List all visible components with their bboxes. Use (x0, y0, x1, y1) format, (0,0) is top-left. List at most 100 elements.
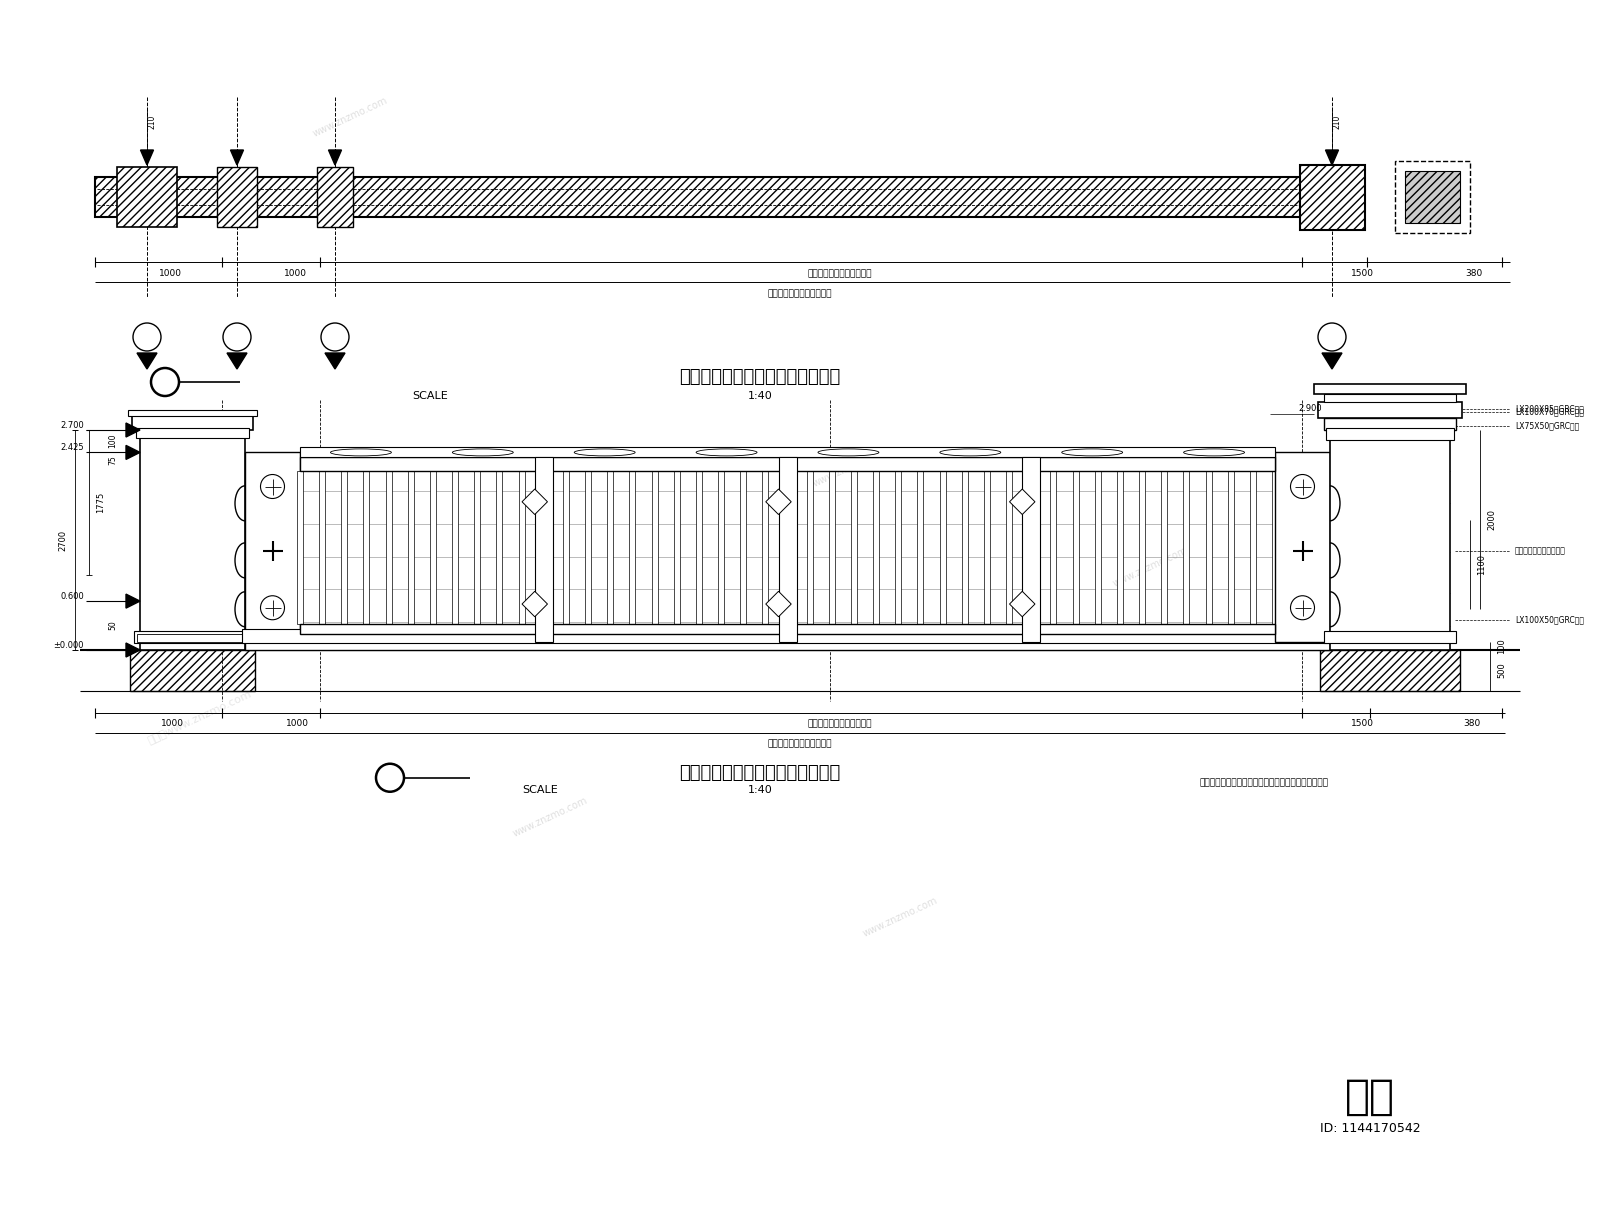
Circle shape (376, 764, 403, 792)
Ellipse shape (331, 449, 392, 456)
Bar (1325, 394, 1456, 402)
Text: 02-420D: 02-420D (1318, 338, 1346, 343)
Bar (1272, 471, 1278, 624)
Text: 380: 380 (1464, 719, 1480, 728)
Bar (318, 471, 325, 624)
Circle shape (222, 323, 251, 350)
Bar (779, 458, 797, 641)
Bar (131, 416, 253, 430)
Bar (874, 471, 878, 624)
Bar (784, 471, 790, 624)
Bar (130, 650, 254, 691)
Bar (1299, 164, 1365, 230)
Text: 1:40: 1:40 (747, 391, 773, 400)
Polygon shape (126, 445, 141, 459)
Bar (586, 471, 590, 624)
Bar (522, 591, 547, 617)
Bar (386, 471, 392, 624)
Bar (984, 471, 990, 624)
Bar (496, 471, 502, 624)
Circle shape (1318, 323, 1346, 350)
Text: 1100: 1100 (1477, 554, 1486, 574)
Text: LX100X70厚GRC线脚: LX100X70厚GRC线脚 (1515, 408, 1584, 416)
Bar (408, 471, 414, 624)
Bar (962, 471, 968, 624)
Bar (117, 167, 178, 228)
Polygon shape (1322, 353, 1342, 369)
Text: 210: 210 (147, 114, 157, 129)
Bar (128, 410, 258, 416)
Bar (563, 471, 570, 624)
Bar (766, 489, 792, 515)
Bar (1139, 471, 1146, 624)
Circle shape (1291, 596, 1315, 619)
Text: 2700: 2700 (59, 529, 67, 550)
Text: 1:40: 1:40 (747, 785, 773, 795)
Circle shape (150, 368, 179, 396)
Bar (301, 624, 1275, 634)
Bar (94, 176, 1362, 217)
Bar (1330, 430, 1450, 650)
Bar (474, 471, 480, 624)
Bar (341, 471, 347, 624)
Polygon shape (141, 150, 154, 166)
Text: ID: 1144170542: ID: 1144170542 (1320, 1122, 1421, 1135)
Polygon shape (328, 150, 341, 166)
Text: SCALE: SCALE (522, 785, 558, 795)
Ellipse shape (818, 449, 878, 456)
Bar (522, 489, 547, 515)
Text: 380: 380 (1466, 269, 1483, 279)
Text: A LD: A LD (227, 329, 246, 337)
Bar (762, 471, 768, 624)
Bar (829, 471, 835, 624)
Text: 1500: 1500 (1350, 719, 1373, 728)
Polygon shape (126, 594, 141, 608)
Text: 02-420D: 02-420D (224, 338, 251, 343)
Text: B LD: B LD (1322, 329, 1342, 337)
Bar (1010, 591, 1035, 617)
Bar (608, 471, 613, 624)
Text: LX200X85厚GRC线脚: LX200X85厚GRC线脚 (1515, 404, 1584, 414)
Text: 知末: 知末 (1346, 1076, 1395, 1118)
Bar (1022, 458, 1040, 641)
Bar (741, 471, 746, 624)
Bar (136, 428, 250, 438)
Circle shape (133, 323, 162, 350)
Text: 不固定（详见尺寸平面图）: 不固定（详见尺寸平面图） (808, 719, 872, 728)
Polygon shape (325, 353, 346, 369)
Bar (674, 471, 680, 624)
Ellipse shape (1184, 449, 1245, 456)
Text: LX100X50厚GRC线脚: LX100X50厚GRC线脚 (1515, 616, 1584, 624)
Text: 1000: 1000 (285, 719, 309, 728)
Polygon shape (227, 353, 246, 369)
Bar (696, 471, 702, 624)
Text: 50: 50 (109, 621, 117, 630)
Text: 2000: 2000 (1488, 509, 1496, 531)
Bar (134, 630, 251, 643)
Text: 02-420D: 02-420D (322, 338, 349, 343)
Bar (1051, 471, 1056, 624)
Text: 1000: 1000 (160, 719, 184, 728)
Bar (541, 471, 547, 624)
Text: 1775: 1775 (96, 492, 106, 512)
Polygon shape (230, 150, 243, 166)
Polygon shape (126, 643, 141, 657)
Bar (317, 167, 354, 228)
Text: 不固定（详见尺寸平面图）: 不固定（详见尺寸平面图） (768, 739, 832, 748)
Bar (141, 430, 245, 650)
Bar (242, 629, 1333, 643)
Circle shape (322, 323, 349, 350)
Polygon shape (138, 353, 157, 369)
Bar (1010, 489, 1035, 515)
Bar (453, 471, 458, 624)
Bar (1314, 385, 1466, 394)
Text: C LD: C LD (325, 329, 344, 337)
Text: 铁艺围墙与实体围墙连接段立面图: 铁艺围墙与实体围墙连接段立面图 (680, 764, 840, 781)
Bar (1162, 471, 1168, 624)
Bar (1325, 417, 1456, 430)
Bar (138, 634, 248, 641)
Circle shape (261, 475, 285, 499)
Bar (245, 641, 1330, 650)
Bar (1094, 471, 1101, 624)
Text: 2.425: 2.425 (61, 443, 83, 452)
